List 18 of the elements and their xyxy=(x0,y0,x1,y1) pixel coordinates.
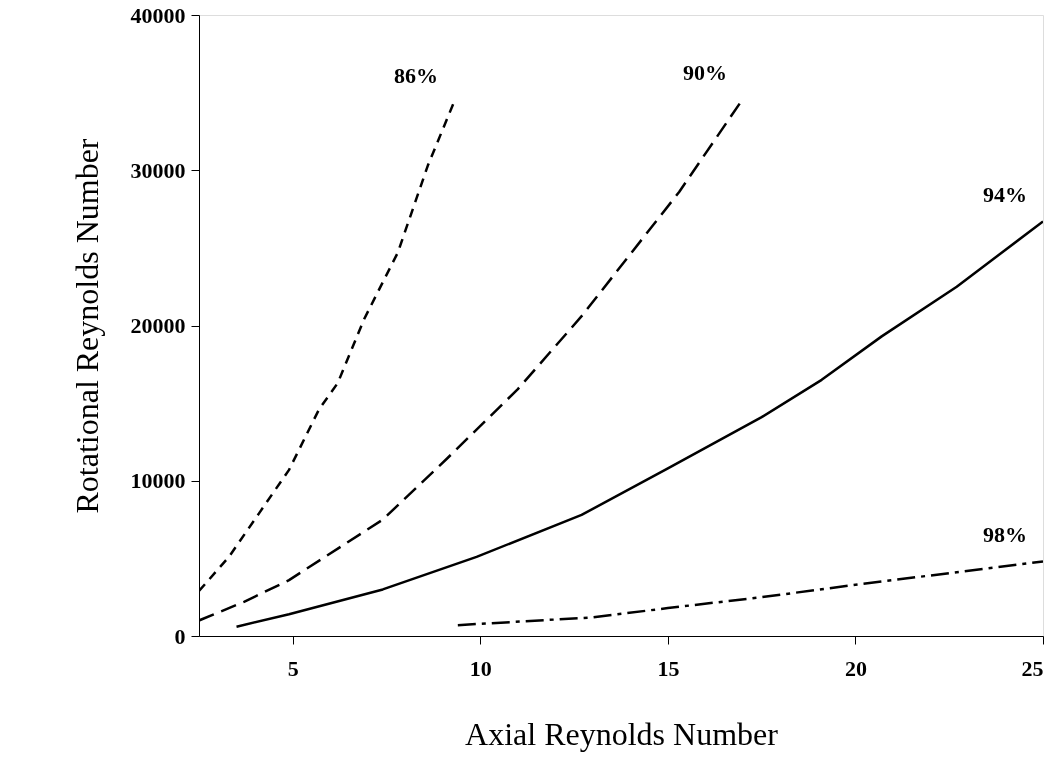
series-label: 98% xyxy=(983,522,1027,548)
y-tick-label: 0 xyxy=(174,623,186,649)
y-tick-label: 20000 xyxy=(130,313,186,338)
x-tick-label: 10 xyxy=(469,655,492,681)
line-series xyxy=(235,220,1043,628)
y-tick-label: 10000 xyxy=(130,468,186,494)
y-tick-label: 30000 xyxy=(130,157,186,183)
x-tick-label: 5 xyxy=(287,655,299,681)
x-tick-label: 15 xyxy=(657,655,680,681)
x-tick-label: 20 xyxy=(844,655,867,681)
y-axis-title: Rotational Reynolds Number xyxy=(68,138,105,514)
y-tick-label: 40000 xyxy=(130,2,186,28)
x-axis-title: Axial Reynolds Number xyxy=(465,715,779,752)
series-label: 86% xyxy=(394,62,439,88)
line-series xyxy=(456,560,1043,627)
series-label: 94% xyxy=(983,182,1027,208)
x-tick-label: 25 xyxy=(1021,655,1044,681)
series-label: 90% xyxy=(682,59,727,85)
